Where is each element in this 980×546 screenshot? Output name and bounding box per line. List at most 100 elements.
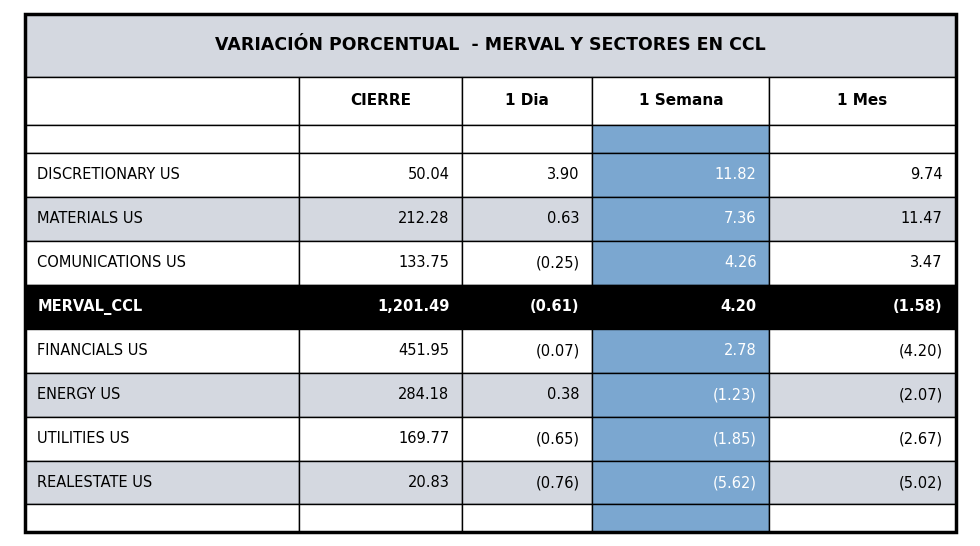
Text: REALESTATE US: REALESTATE US [37,475,153,490]
Text: VARIACIÓN PORCENTUAL  - MERVAL Y SECTORES EN CCL: VARIACIÓN PORCENTUAL - MERVAL Y SECTORES… [215,36,765,54]
Text: 1 Semana: 1 Semana [639,93,723,109]
Bar [24,373,299,417]
Text: 212.28: 212.28 [398,211,449,227]
Bar [299,125,463,153]
Bar [769,505,956,532]
Bar [769,285,956,329]
Bar [299,505,463,532]
Bar [299,285,463,329]
Text: 1 Dia: 1 Dia [506,93,549,109]
Bar [592,329,769,373]
Text: (0.07): (0.07) [535,343,580,358]
Bar [24,14,956,77]
Bar [769,125,956,153]
Text: 11.47: 11.47 [901,211,943,227]
Bar [592,285,769,329]
Bar [463,241,592,285]
Text: (2.07): (2.07) [899,387,943,402]
Text: (0.65): (0.65) [536,431,580,446]
Text: 133.75: 133.75 [399,256,449,270]
Text: 0.63: 0.63 [547,211,580,227]
Text: (4.20): (4.20) [899,343,943,358]
Text: UTILITIES US: UTILITIES US [37,431,129,446]
Bar [592,77,769,125]
Bar [463,417,592,460]
Bar [463,77,592,125]
Bar [769,153,956,197]
Bar [24,153,299,197]
Bar [299,153,463,197]
Bar [24,77,299,125]
Bar [463,125,592,153]
Bar [769,373,956,417]
Bar [592,417,769,460]
Text: 1 Mes: 1 Mes [837,93,888,109]
Bar [24,329,299,373]
Text: COMUNICATIONS US: COMUNICATIONS US [37,256,186,270]
Bar [299,329,463,373]
Text: (5.02): (5.02) [899,475,943,490]
Bar [463,460,592,505]
Text: 4.20: 4.20 [720,299,757,314]
Text: (1.85): (1.85) [712,431,757,446]
Text: 0.38: 0.38 [547,387,580,402]
Bar [769,417,956,460]
Text: DISCRETIONARY US: DISCRETIONARY US [37,168,180,182]
Bar [299,77,463,125]
Text: ENERGY US: ENERGY US [37,387,121,402]
Text: (1.58): (1.58) [893,299,943,314]
Bar [463,373,592,417]
Bar [299,460,463,505]
Text: 284.18: 284.18 [398,387,449,402]
Bar [299,417,463,460]
Bar [592,241,769,285]
Text: 451.95: 451.95 [398,343,449,358]
Bar [592,373,769,417]
Text: FINANCIALS US: FINANCIALS US [37,343,148,358]
Text: 3.47: 3.47 [910,256,943,270]
Text: 11.82: 11.82 [714,168,757,182]
Text: 7.36: 7.36 [724,211,757,227]
Text: 3.90: 3.90 [547,168,580,182]
Bar [24,241,299,285]
Bar [769,197,956,241]
Text: 20.83: 20.83 [408,475,449,490]
Bar [592,153,769,197]
Bar [592,197,769,241]
Text: 2.78: 2.78 [724,343,757,358]
Text: (0.25): (0.25) [535,256,580,270]
Bar [769,329,956,373]
Text: (2.67): (2.67) [899,431,943,446]
Text: MERVAL_CCL: MERVAL_CCL [37,299,142,314]
Bar [592,125,769,153]
Bar [463,285,592,329]
Bar [299,241,463,285]
Bar [592,460,769,505]
Bar [24,197,299,241]
Bar [769,460,956,505]
Text: (0.61): (0.61) [530,299,580,314]
Text: (1.23): (1.23) [712,387,757,402]
Bar [463,505,592,532]
Text: CIERRE: CIERRE [350,93,411,109]
Bar [463,153,592,197]
Bar [24,125,299,153]
Bar [24,460,299,505]
Text: 4.26: 4.26 [724,256,757,270]
Text: MATERIALS US: MATERIALS US [37,211,143,227]
Bar [592,505,769,532]
Bar [769,241,956,285]
Bar [24,285,299,329]
Bar [463,197,592,241]
Text: 169.77: 169.77 [398,431,449,446]
Bar [24,505,299,532]
Text: 9.74: 9.74 [910,168,943,182]
Text: (5.62): (5.62) [712,475,757,490]
Bar [769,77,956,125]
Bar [299,373,463,417]
Bar [299,197,463,241]
Bar [24,417,299,460]
Text: 1,201.49: 1,201.49 [377,299,449,314]
Text: 50.04: 50.04 [408,168,449,182]
Text: (0.76): (0.76) [535,475,580,490]
